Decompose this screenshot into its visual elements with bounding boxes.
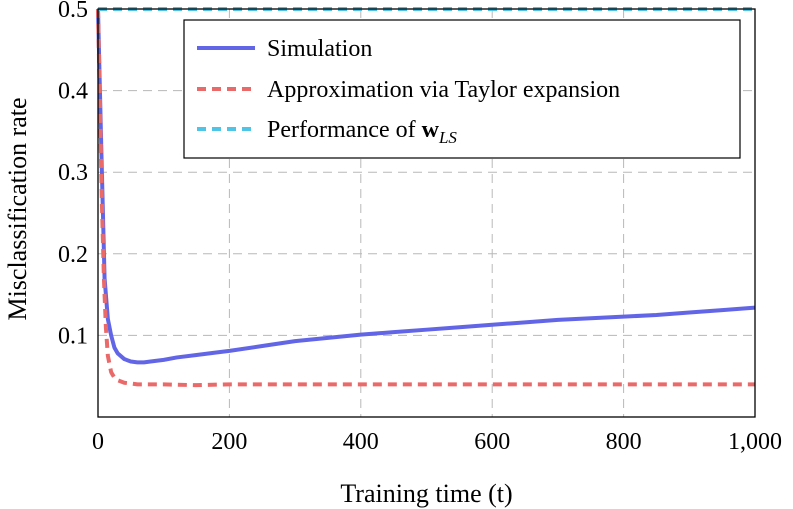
plot-frame <box>97 8 756 418</box>
legend: Simulation Approximation via Taylor expa… <box>183 19 741 159</box>
y-axis-label: Misclassification rate <box>3 97 32 320</box>
legend-label-wls: Performance of wLS <box>267 117 457 147</box>
legend-label-simulation: Simulation <box>267 36 372 62</box>
tick-labels: 0 200 400 600 800 1,000 0.1 0.2 0.3 0.4 0.5 <box>58 0 782 455</box>
legend-label-taylor: Approximation via Taylor expansion <box>267 77 620 103</box>
legend-label-wls-bold: w <box>422 117 440 143</box>
x-axis-label: Training time (t) <box>340 479 512 508</box>
y-tick-label: 0.3 <box>58 160 88 186</box>
x-tick-label: 600 <box>474 429 510 455</box>
x-tick-label: 0 <box>92 429 104 455</box>
y-tick-label: 0.1 <box>58 323 88 349</box>
x-tick-label: 1,000 <box>728 429 782 455</box>
y-tick-label: 0.5 <box>58 0 88 23</box>
y-tick-label: 0.2 <box>58 242 88 268</box>
legend-label-wls-prefix: Performance of <box>267 117 422 143</box>
legend-label-wls-sub: LS <box>438 128 457 147</box>
y-tick-label: 0.4 <box>58 79 88 105</box>
legend-box <box>183 19 741 159</box>
x-tick-label: 800 <box>606 429 642 455</box>
series-line-simulation <box>96 8 756 365</box>
x-tick-label: 400 <box>343 429 379 455</box>
x-tick-label: 200 <box>211 429 247 455</box>
